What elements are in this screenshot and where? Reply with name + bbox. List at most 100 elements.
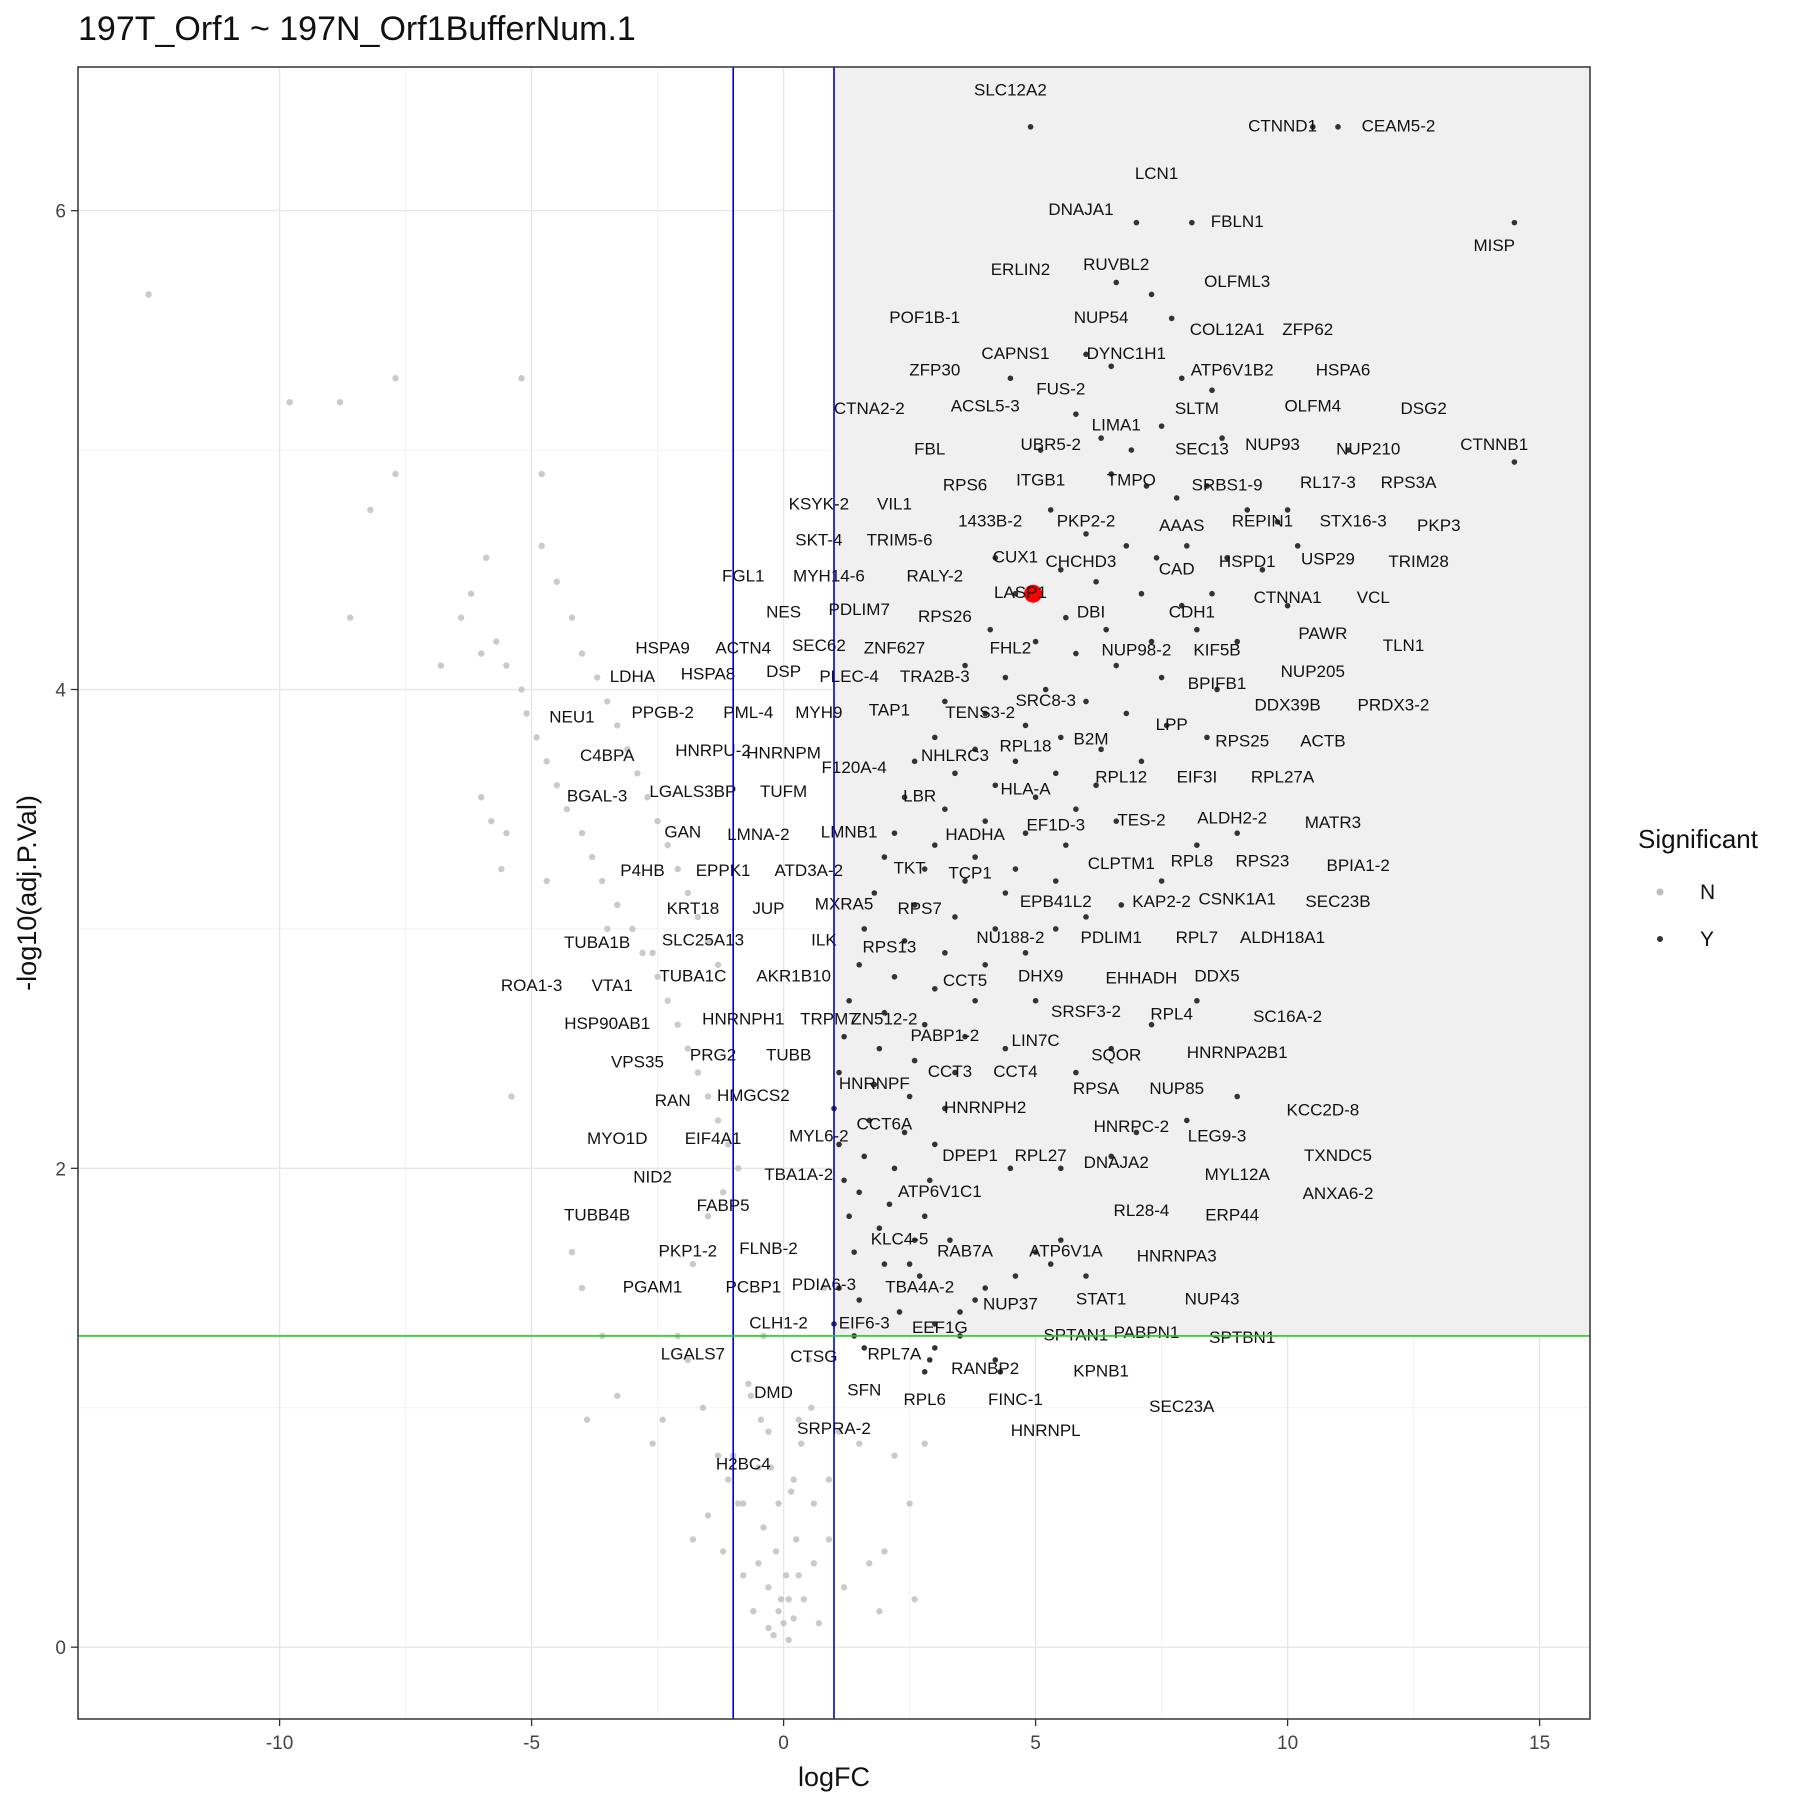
data-point-nonsignificant: [714, 1452, 722, 1459]
data-point-significant: [1052, 878, 1059, 884]
significant-points: [831, 124, 1518, 1375]
data-point-nonsignificant: [629, 925, 636, 933]
gene-label: HNRNPH2: [944, 1098, 1026, 1117]
gene-label: RANBP2: [951, 1359, 1019, 1378]
data-point-significant: [1032, 638, 1039, 645]
gene-label: SLC12A2: [974, 80, 1047, 99]
data-point-nonsignificant: [881, 1548, 888, 1555]
gene-label: EPPK1: [696, 861, 751, 880]
gene-label: NUP205: [1281, 662, 1345, 681]
gene-label: RPS26: [918, 607, 972, 626]
data-point-significant: [1335, 124, 1341, 130]
data-point-significant: [942, 1105, 948, 1112]
data-point-nonsignificant: [719, 1189, 727, 1196]
gene-label: HNRNPF: [839, 1074, 910, 1093]
data-point-significant: [886, 1201, 893, 1208]
nonsignificant-points: [145, 291, 928, 1644]
data-point-nonsignificant: [634, 770, 641, 777]
gene-label: ILK: [811, 930, 837, 949]
gene-label: UBR5-2: [1020, 435, 1080, 454]
data-point-nonsignificant: [286, 398, 293, 406]
data-point-nonsignificant: [793, 1536, 800, 1543]
data-point-nonsignificant: [483, 554, 490, 562]
data-point-nonsignificant: [798, 1440, 805, 1447]
gene-label: RPS7: [897, 899, 941, 918]
data-point-nonsignificant: [145, 291, 152, 298]
data-point-significant: [1173, 495, 1180, 501]
gene-label: DDX39B: [1255, 696, 1321, 715]
gene-label: FABP5: [697, 1196, 750, 1215]
gene-label: FLNB-2: [739, 1239, 798, 1258]
gene-label: OLFM4: [1284, 396, 1341, 415]
gene-label: PDIA6-3: [792, 1275, 856, 1294]
data-point-significant: [1083, 351, 1089, 358]
data-point-significant: [1058, 566, 1064, 573]
gene-label: AKR1B10: [756, 966, 831, 985]
data-point-significant: [1194, 842, 1200, 848]
data-point-nonsignificant: [767, 1464, 775, 1471]
data-point-significant: [1083, 531, 1089, 537]
gene-label: CCT4: [993, 1062, 1037, 1081]
data-point-nonsignificant: [757, 1416, 765, 1423]
data-point-significant: [1284, 602, 1291, 609]
data-point-nonsignificant: [740, 1500, 747, 1507]
data-point-nonsignificant: [765, 1624, 772, 1632]
data-point-nonsignificant: [684, 1356, 692, 1364]
data-point-nonsignificant: [367, 506, 374, 514]
gene-label: BPIFB1: [1188, 674, 1247, 693]
data-point-significant: [1143, 483, 1150, 489]
gene-label: NID2: [633, 1167, 672, 1186]
data-point-significant: [1194, 626, 1200, 633]
y-axis-title: -log10(adj.P.Val): [12, 795, 42, 991]
data-point-nonsignificant: [765, 1428, 772, 1435]
gene-label: CTNNA1: [1254, 588, 1322, 607]
data-point-significant: [997, 1369, 1004, 1375]
data-point-significant: [1083, 914, 1089, 920]
threshold-lines: [78, 67, 1590, 1719]
gene-label: LGALS3BP: [649, 782, 736, 801]
data-point-nonsignificant: [654, 817, 661, 825]
x-tick-label: 5: [1030, 1733, 1041, 1754]
data-point-significant: [1184, 543, 1190, 549]
gene-label: MYL12A: [1205, 1165, 1271, 1184]
data-point-significant: [861, 1345, 868, 1351]
data-point-significant: [992, 782, 999, 789]
data-point-significant: [982, 962, 988, 968]
data-point-significant: [992, 926, 999, 932]
gene-label: ERLIN2: [991, 260, 1051, 279]
data-point-significant: [851, 1249, 857, 1255]
data-point-significant: [1083, 1273, 1089, 1279]
data-point-significant: [846, 997, 852, 1004]
gene-label: ATP6V1A: [1029, 1242, 1103, 1261]
data-point-significant: [942, 698, 948, 705]
data-point-significant: [881, 854, 888, 860]
gene-label: CAD: [1159, 559, 1195, 578]
data-point-significant: [1103, 626, 1109, 633]
data-point-significant: [932, 734, 938, 741]
data-point-significant: [891, 973, 898, 980]
data-point-significant: [901, 794, 908, 801]
data-point-significant: [1052, 926, 1059, 932]
data-point-significant: [1093, 578, 1099, 585]
gene-label: DDX5: [1194, 966, 1239, 985]
gene-label: SC16A-2: [1253, 1007, 1322, 1026]
data-point-nonsignificant: [593, 674, 601, 681]
data-point-significant: [921, 1021, 928, 1028]
gene-label: MYH9: [795, 703, 842, 722]
gene-label: LBR: [903, 787, 936, 806]
gene-label: ACTB: [1300, 732, 1345, 751]
data-point-significant: [987, 626, 994, 633]
gene-label: KAP2-2: [1132, 892, 1191, 911]
data-point-significant: [957, 1309, 963, 1315]
gene-label: ZFP62: [1282, 320, 1333, 339]
gene-label: DNAJA1: [1048, 200, 1113, 219]
data-point-significant: [982, 818, 988, 824]
gene-label: SRC8-3: [1015, 691, 1075, 710]
gene-label: ALDH2-2: [1197, 808, 1267, 827]
data-point-significant: [972, 1297, 978, 1303]
data-point-nonsignificant: [815, 1620, 823, 1627]
gene-label: RALY-2: [906, 566, 963, 585]
gene-label: HSPD1: [1219, 552, 1276, 571]
data-point-significant: [947, 1237, 953, 1243]
gene-label: RPL7A: [868, 1345, 923, 1364]
